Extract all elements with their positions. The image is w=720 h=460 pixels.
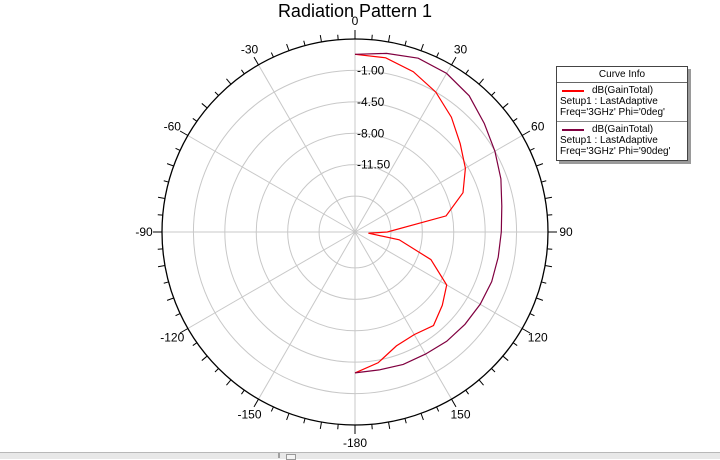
angle-label: -90 [135, 225, 153, 239]
legend[interactable]: Curve Info dB(GainTotal) Setup1 : LastAd… [556, 66, 688, 161]
polar-grid [162, 39, 548, 425]
tick-mark [176, 148, 181, 150]
angle-label: 150 [450, 408, 470, 422]
tick-mark [421, 44, 423, 51]
radial-tick-label: -4.50 [357, 95, 385, 109]
tick-mark [167, 164, 174, 166]
tick-mark [271, 53, 273, 58]
tick-mark [421, 413, 423, 420]
tick-mark [304, 41, 305, 46]
pane-divider[interactable] [278, 453, 280, 458]
tick-mark [215, 368, 219, 372]
tick-mark [271, 407, 273, 412]
tick-mark [215, 92, 219, 96]
grid-spoke [188, 232, 355, 329]
tick-mark [545, 266, 552, 267]
angle-label: -120 [160, 331, 184, 345]
legend-title: Curve Info [557, 67, 687, 83]
scroll-handle[interactable] [286, 454, 296, 460]
grid-spoke [259, 232, 356, 399]
tick-mark [513, 118, 517, 121]
radial-labels: -1.00 -4.50 -8.00 -11.50 [357, 63, 390, 171]
tick-mark [479, 380, 483, 385]
tick-mark [389, 422, 390, 429]
angle-label: 60 [531, 120, 545, 134]
legend-setup: Setup1 : LastAdaptive [560, 135, 685, 146]
legend-entry-phi0[interactable]: dB(GainTotal) Setup1 : LastAdaptive Freq… [557, 83, 687, 122]
tick-mark [513, 343, 517, 346]
tick-mark [452, 399, 457, 407]
tick-mark [287, 413, 289, 420]
tick-mark [405, 41, 406, 46]
tick-mark [536, 164, 543, 166]
tick-mark [491, 92, 495, 96]
tick-mark [530, 314, 535, 316]
grid-spoke [355, 232, 452, 399]
angle-label: 90 [559, 225, 573, 239]
radial-tick-label: -11.50 [357, 158, 390, 172]
tick-mark [389, 35, 390, 42]
tick-mark [545, 197, 552, 198]
legend-series-name: dB(GainTotal) [592, 85, 653, 96]
angle-label: -180 [343, 436, 367, 450]
tick-mark [536, 298, 543, 300]
angle-label: -30 [241, 42, 259, 56]
tick-mark [541, 181, 546, 182]
grid-spoke [188, 136, 355, 233]
legend-swatch-maroon [562, 129, 584, 131]
legend-entry-phi90[interactable]: dB(GainTotal) Setup1 : LastAdaptive Freq… [557, 122, 687, 160]
tick-mark [254, 399, 259, 407]
legend-swatch-red [562, 90, 584, 92]
legend-freq: Freq='3GHz' Phi='0deg' [560, 107, 685, 118]
angle-label: 30 [454, 42, 468, 56]
angle-label: -150 [237, 408, 261, 422]
radial-tick-label: -1.00 [357, 63, 385, 77]
radial-tick-label: -8.00 [357, 126, 385, 140]
tick-mark [479, 79, 483, 84]
tick-mark [226, 380, 230, 385]
angle-label: 0 [352, 14, 359, 28]
legend-freq: Freq='3GHz' Phi='90deg' [560, 146, 685, 157]
tick-mark [167, 298, 174, 300]
tick-mark [202, 103, 207, 107]
tick-mark [541, 282, 546, 283]
tick-mark [158, 197, 165, 198]
tick-mark [202, 356, 207, 360]
tick-mark [503, 103, 508, 107]
tick-mark [241, 390, 244, 394]
tick-mark [437, 407, 439, 412]
grid-spoke [259, 65, 356, 232]
tick-mark [405, 418, 406, 423]
tick-mark [193, 118, 197, 121]
tick-mark [320, 35, 321, 42]
tick-mark [466, 70, 469, 74]
tick-mark [241, 70, 244, 74]
tick-mark [176, 314, 181, 316]
tick-mark [522, 131, 530, 136]
tick-mark [466, 390, 469, 394]
grid-spoke [355, 65, 452, 232]
tick-mark [452, 57, 457, 65]
angle-label: 120 [528, 331, 548, 345]
legend-setup: Setup1 : LastAdaptive [560, 96, 685, 107]
tick-mark [193, 343, 197, 346]
tick-mark [437, 53, 439, 58]
tick-mark [164, 282, 169, 283]
tick-mark [491, 368, 495, 372]
tick-mark [287, 44, 289, 51]
tick-mark [164, 181, 169, 182]
tick-mark [503, 356, 508, 360]
tick-mark [226, 79, 230, 84]
tick-mark [254, 57, 259, 65]
tick-mark [180, 131, 188, 136]
tick-mark [304, 418, 305, 423]
tick-mark [320, 422, 321, 429]
angle-label: -60 [164, 120, 182, 134]
tick-mark [530, 148, 535, 150]
legend-series-name: dB(GainTotal) [592, 124, 653, 135]
tick-mark [158, 266, 165, 267]
